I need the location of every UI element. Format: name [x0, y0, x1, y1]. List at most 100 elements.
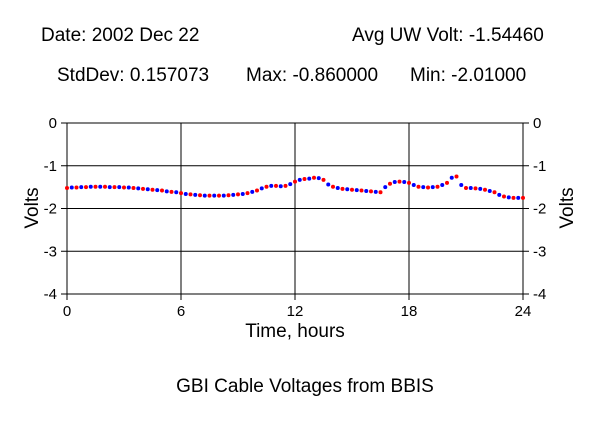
- min-label: Min: -2.01000: [410, 65, 527, 86]
- data-point: [516, 195, 521, 200]
- x-tick-label: 0: [63, 303, 71, 320]
- max-label: Max: -0.860000: [246, 65, 379, 86]
- data-point: [445, 180, 449, 185]
- data-point: [312, 175, 316, 180]
- data-point: [103, 184, 107, 189]
- data-point: [183, 191, 188, 196]
- data-point: [164, 189, 169, 194]
- data-point: [402, 179, 407, 184]
- data-point: [350, 187, 354, 192]
- y-axis-label-left: Volts: [22, 187, 43, 228]
- y-tick-label-left: -2: [44, 201, 57, 218]
- y-tick-label-right: -3: [533, 243, 546, 260]
- data-point: [430, 185, 435, 190]
- data-point: [316, 176, 321, 181]
- y-tick-label-right: -1: [533, 158, 546, 175]
- data-point: [497, 192, 502, 197]
- data-point: [245, 191, 250, 196]
- data-point: [255, 188, 259, 193]
- data-point: [464, 185, 468, 190]
- data-point: [179, 191, 183, 196]
- data-point: [321, 177, 326, 182]
- data-point: [383, 185, 388, 190]
- data-point: [354, 188, 359, 193]
- data-point: [169, 189, 174, 194]
- grid-layer: [67, 123, 523, 294]
- data-point: [131, 185, 136, 190]
- data-point: [150, 187, 155, 192]
- data-point: [207, 193, 212, 198]
- x-tick-label: 18: [401, 303, 418, 320]
- data-point: [297, 177, 302, 182]
- data-point: [388, 181, 392, 186]
- data-point: [459, 182, 464, 187]
- data-point: [160, 188, 164, 193]
- data-point: [506, 195, 511, 200]
- data-point: [435, 184, 440, 189]
- data-point: [473, 186, 478, 191]
- stddev-label: StdDev: 0.157073: [57, 65, 210, 86]
- data-point: [340, 186, 345, 191]
- data-point: [98, 184, 103, 189]
- data-point: [307, 176, 312, 181]
- data-point: [392, 179, 397, 184]
- data-point: [478, 186, 483, 191]
- data-point: [293, 179, 297, 184]
- data-point: [126, 185, 131, 190]
- data-point: [521, 195, 525, 200]
- data-point: [193, 192, 198, 197]
- data-point: [407, 180, 411, 185]
- data-point: [264, 184, 269, 189]
- data-point: [421, 185, 426, 190]
- y-tick-label-left: -1: [44, 158, 57, 175]
- data-point: [326, 182, 331, 187]
- data-point: [112, 185, 117, 190]
- y-tick-label-right: 0: [533, 115, 541, 132]
- x-tick-label: 12: [287, 303, 304, 320]
- data-point: [492, 190, 497, 195]
- x-tick-label: 6: [177, 303, 185, 320]
- data-point: [288, 182, 293, 187]
- data-point: [378, 190, 383, 195]
- y-tick-label-left: 0: [49, 115, 57, 132]
- data-point: [274, 183, 278, 188]
- data-point: [107, 185, 112, 190]
- data-point: [502, 194, 506, 199]
- data-point: [136, 186, 141, 191]
- data-point: [335, 185, 340, 190]
- data-point: [174, 190, 179, 195]
- data-point: [302, 177, 307, 182]
- data-point: [88, 184, 93, 189]
- data-point: [84, 185, 88, 190]
- tick-layer: 0 6 12 18 24 0 0 -1 -1 -2 -2 -3 -3 -4 -4: [44, 115, 547, 320]
- data-point: [217, 193, 221, 198]
- data-point: [364, 188, 369, 193]
- data-point: [269, 183, 274, 188]
- data-point: [373, 189, 378, 194]
- data-point: [426, 185, 430, 190]
- data-point: [117, 185, 122, 190]
- data-point: [454, 174, 459, 179]
- y-tick-label-left: -3: [44, 243, 57, 260]
- data-point: [122, 185, 126, 190]
- y-tick-label-right: -2: [533, 201, 546, 218]
- data-point: [487, 188, 492, 193]
- data-point: [93, 184, 98, 189]
- chart-title: GBI Cable Voltages from BBIS: [176, 376, 434, 397]
- data-point: [145, 187, 150, 192]
- data-point: [69, 185, 74, 190]
- data-point: [226, 193, 231, 198]
- data-point: [468, 185, 473, 190]
- data-point: [278, 184, 283, 189]
- y-tick-label-left: -4: [44, 286, 57, 303]
- data-point: [440, 182, 445, 187]
- data-point: [283, 183, 288, 188]
- data-point: [240, 191, 245, 196]
- data-point: [202, 193, 207, 198]
- y-tick-label-right: -4: [533, 286, 546, 303]
- data-point: [397, 179, 402, 184]
- data-point: [65, 185, 69, 190]
- date-label: Date: 2002 Dec 22: [41, 25, 200, 46]
- data-point: [416, 184, 421, 189]
